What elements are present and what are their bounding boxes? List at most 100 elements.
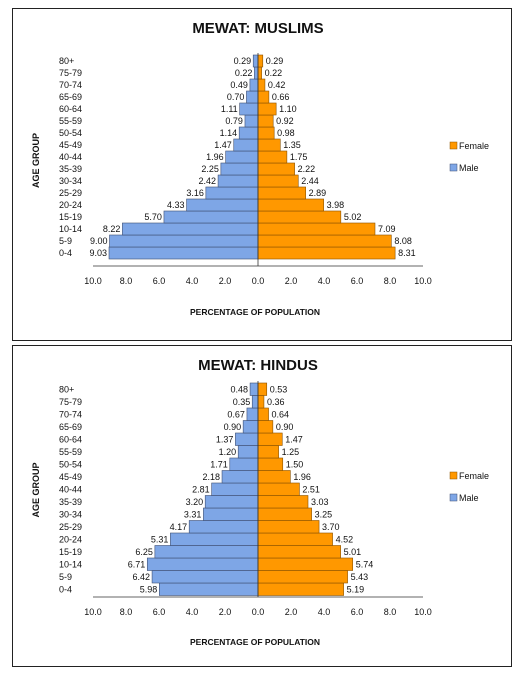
legend-male-swatch xyxy=(449,163,458,172)
legend-male-label: Male xyxy=(459,163,479,173)
female-bar-75-79 xyxy=(257,66,262,80)
male-bar-25-29 xyxy=(205,186,259,200)
muslims-pyramid-chart: MEWAT: MUSLIMS 0-4 9.03 8.31 5-9 9.00 8.08 10-1… xyxy=(31,20,489,317)
muslims-chart-panel: MEWAT: MUSLIMS 0-4 9.03 8.31 5-9 9.00 8.08 10-1… xyxy=(12,8,512,341)
male-value-label: 5.31 xyxy=(151,534,169,544)
male-value-label: 9.00 xyxy=(90,236,108,246)
female-value-label: 8.08 xyxy=(394,236,412,246)
female-value-label: 1.50 xyxy=(286,459,304,469)
female-value-label: 5.74 xyxy=(356,559,374,569)
male-value-label: 4.17 xyxy=(170,522,188,532)
female-value-label: 4.52 xyxy=(336,534,354,544)
male-value-label: 6.25 xyxy=(135,547,153,557)
female-bar-70-74 xyxy=(257,78,266,92)
male-value-label: 0.70 xyxy=(227,92,245,102)
age-group-label: 50-54 xyxy=(59,128,82,138)
x-tick-label: 10.0 xyxy=(84,607,102,617)
legend-male-label: Male xyxy=(459,493,479,503)
female-bar-50-54 xyxy=(257,457,284,471)
male-value-label: 1.20 xyxy=(219,447,237,457)
male-bar-50-54 xyxy=(238,126,259,140)
legend-female-label: Female xyxy=(459,471,489,481)
female-bar-65-69 xyxy=(257,90,270,104)
x-tick-label: 6.0 xyxy=(351,276,364,286)
age-group-label: 35-39 xyxy=(59,497,82,507)
x-tick-label: 10.0 xyxy=(414,276,432,286)
female-value-label: 5.43 xyxy=(351,572,369,582)
female-value-label: 5.19 xyxy=(347,584,365,594)
male-value-label: 5.98 xyxy=(140,584,158,594)
male-bar-20-24 xyxy=(186,198,259,212)
male-bar-40-44 xyxy=(225,150,259,164)
female-bar-50-54 xyxy=(257,126,275,140)
x-tick-label: 10.0 xyxy=(414,607,432,617)
male-bar-30-34 xyxy=(217,174,259,188)
x-tick-label: 4.0 xyxy=(186,607,199,617)
male-bar-60-64 xyxy=(235,432,259,446)
female-value-label: 3.70 xyxy=(322,522,340,532)
y-axis-title: AGE GROUP xyxy=(31,133,41,188)
age-group-label: 75-79 xyxy=(59,68,82,78)
male-bar-60-64 xyxy=(239,102,259,116)
female-value-label: 2.51 xyxy=(302,484,320,494)
age-group-label: 45-49 xyxy=(59,140,82,150)
age-group-label: 80+ xyxy=(59,384,74,394)
female-bar-80+ xyxy=(257,382,268,396)
x-axis-title: PERCENTAGE OF POPULATION xyxy=(190,307,320,317)
age-group-label: 65-69 xyxy=(59,92,82,102)
y-axis-title: AGE GROUP xyxy=(31,462,41,517)
male-value-label: 0.48 xyxy=(231,384,249,394)
male-value-label: 1.71 xyxy=(210,459,228,469)
male-bar-75-79 xyxy=(254,66,259,80)
female-value-label: 2.89 xyxy=(309,188,327,198)
x-axis-title: PERCENTAGE OF POPULATION xyxy=(190,637,320,647)
age-group-label: 20-24 xyxy=(59,534,82,544)
chart-title: MEWAT: HINDUS xyxy=(198,357,318,374)
female-value-label: 7.09 xyxy=(378,224,396,234)
male-value-label: 1.47 xyxy=(214,140,232,150)
male-value-label: 9.03 xyxy=(89,248,107,258)
male-value-label: 3.31 xyxy=(184,509,202,519)
age-group-label: 45-49 xyxy=(59,472,82,482)
female-bar-40-44 xyxy=(257,482,300,496)
male-bar-20-24 xyxy=(170,532,259,546)
legend-female-swatch xyxy=(449,471,458,480)
x-tick-label: 0.0 xyxy=(252,276,265,286)
female-value-label: 8.31 xyxy=(398,248,416,258)
male-value-label: 3.20 xyxy=(186,497,204,507)
male-bar-70-74 xyxy=(246,407,259,421)
female-value-label: 0.92 xyxy=(276,116,294,126)
female-bar-60-64 xyxy=(257,432,283,446)
male-value-label: 1.96 xyxy=(206,152,224,162)
male-bar-35-39 xyxy=(220,162,259,176)
female-value-label: 1.47 xyxy=(285,434,303,444)
female-value-label: 0.64 xyxy=(272,409,290,419)
age-group-label: 55-59 xyxy=(59,116,82,126)
male-value-label: 0.79 xyxy=(225,116,243,126)
female-bar-5-9 xyxy=(257,570,348,584)
male-bar-45-49 xyxy=(221,470,259,484)
female-bar-45-49 xyxy=(257,470,291,484)
male-value-label: 2.25 xyxy=(201,164,219,174)
x-tick-label: 6.0 xyxy=(153,607,166,617)
age-group-label: 10-14 xyxy=(59,559,82,569)
female-bar-0-4 xyxy=(257,246,396,260)
age-group-label: 30-34 xyxy=(59,509,82,519)
age-group-label: 20-24 xyxy=(59,200,82,210)
age-group-label: 55-59 xyxy=(59,447,82,457)
male-value-label: 0.29 xyxy=(234,56,252,66)
male-bar-25-29 xyxy=(188,520,259,534)
male-value-label: 1.11 xyxy=(221,104,238,114)
age-group-label: 35-39 xyxy=(59,164,82,174)
age-group-label: 30-34 xyxy=(59,176,82,186)
female-bar-55-59 xyxy=(257,114,274,128)
female-bar-35-39 xyxy=(257,162,295,176)
age-group-label: 25-29 xyxy=(59,522,82,532)
female-value-label: 1.25 xyxy=(282,447,300,457)
female-value-label: 3.25 xyxy=(315,509,333,519)
female-bar-70-74 xyxy=(257,407,269,421)
female-value-label: 0.53 xyxy=(270,384,288,394)
male-bar-80+ xyxy=(252,54,259,68)
age-group-label: 15-19 xyxy=(59,212,82,222)
x-tick-label: 4.0 xyxy=(318,276,331,286)
